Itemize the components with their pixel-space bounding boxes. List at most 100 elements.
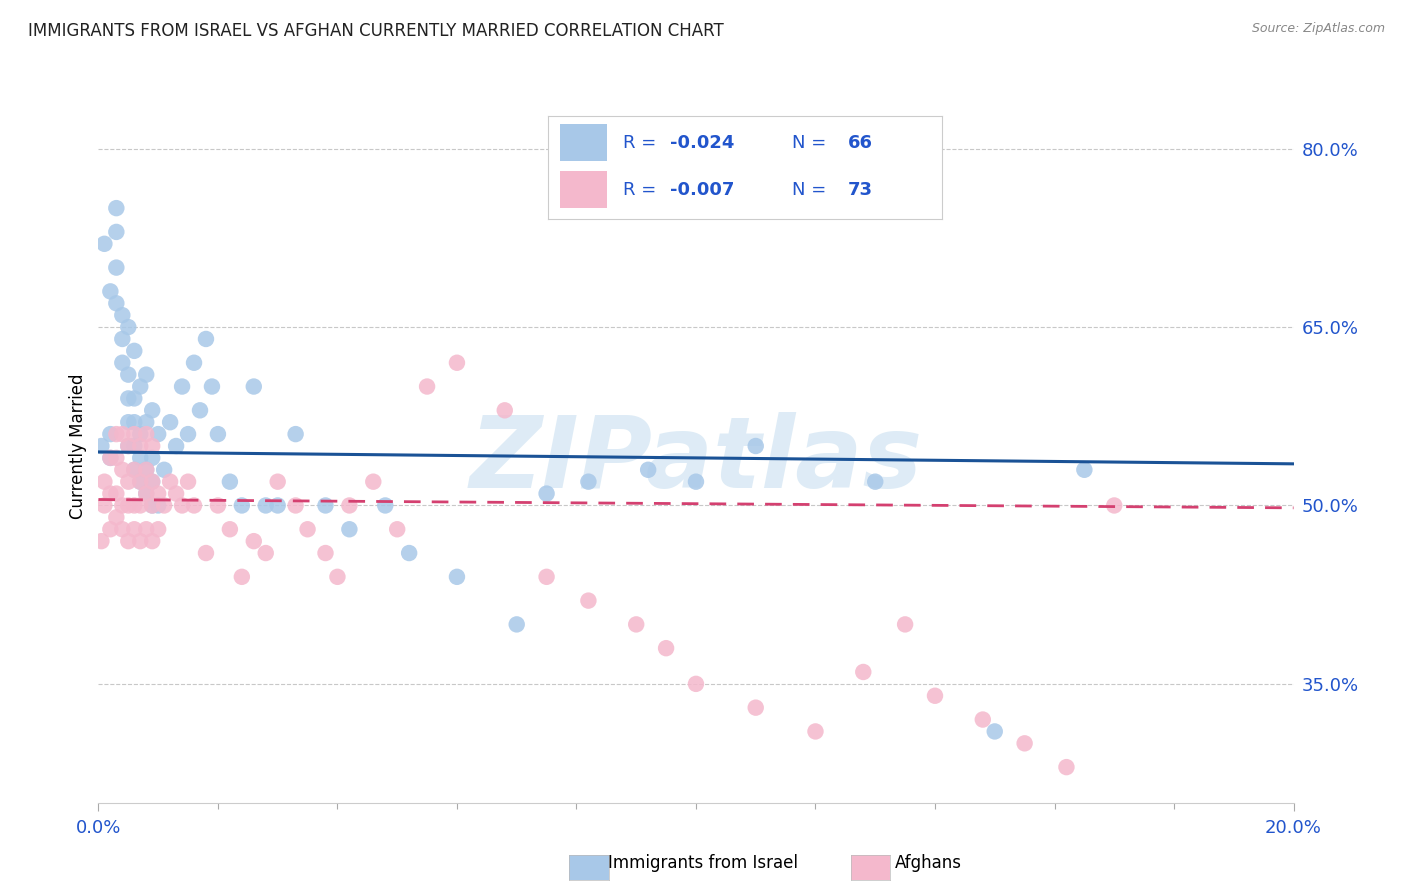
Point [267, 475, 290, 489]
Point [124, 392, 146, 406]
Point [177, 427, 200, 442]
Point [105, 296, 128, 310]
Point [745, 439, 768, 453]
Point [141, 475, 163, 489]
Point [159, 415, 181, 429]
Point [105, 486, 128, 500]
Point [93, 499, 115, 513]
Point [578, 475, 600, 489]
Point [207, 427, 229, 442]
Point [148, 427, 170, 442]
Point [188, 403, 211, 417]
Point [201, 379, 224, 393]
Point [117, 439, 139, 453]
Point [339, 499, 360, 513]
Point [124, 427, 146, 442]
Point [100, 450, 122, 465]
Point [219, 475, 242, 489]
Point [578, 593, 600, 607]
Point [804, 724, 827, 739]
Point [124, 415, 146, 429]
Point [129, 427, 152, 442]
Point [135, 486, 157, 500]
Point [111, 356, 134, 370]
Bar [560, 124, 607, 161]
Point [100, 427, 122, 442]
Point [165, 439, 187, 453]
Point [141, 475, 163, 489]
Point [172, 379, 194, 393]
Point [148, 486, 170, 500]
Point [865, 475, 887, 489]
Point [506, 617, 529, 632]
Text: Source: ZipAtlas.com: Source: ZipAtlas.com [1251, 22, 1385, 36]
Point [148, 522, 170, 536]
Text: IMMIGRANTS FROM ISRAEL VS AFGHAN CURRENTLY MARRIED CORRELATION CHART: IMMIGRANTS FROM ISRAEL VS AFGHAN CURRENT… [28, 22, 724, 40]
Point [111, 522, 134, 536]
Point [339, 522, 360, 536]
Point [1054, 760, 1078, 774]
Point [894, 617, 917, 632]
Point [374, 499, 396, 513]
Point [231, 570, 253, 584]
Text: R =: R = [623, 181, 662, 199]
Point [172, 499, 194, 513]
Point [148, 499, 170, 513]
Point [100, 486, 122, 500]
Point [129, 475, 152, 489]
Text: N =: N = [793, 181, 832, 199]
Text: ZIPatlas: ZIPatlas [470, 412, 922, 508]
Text: -0.007: -0.007 [671, 181, 735, 199]
Point [135, 368, 157, 382]
Point [90, 534, 112, 549]
Point [141, 499, 163, 513]
Point [105, 427, 128, 442]
Point [124, 499, 146, 513]
Text: 66: 66 [848, 134, 873, 152]
Point [183, 499, 205, 513]
Point [117, 534, 139, 549]
Point [129, 534, 152, 549]
Point [141, 534, 163, 549]
Point [117, 475, 139, 489]
Point [685, 677, 707, 691]
Point [446, 570, 468, 584]
Point [159, 475, 181, 489]
Point [124, 463, 146, 477]
Point [284, 427, 307, 442]
Point [100, 522, 122, 536]
Point [626, 617, 648, 632]
Point [153, 463, 176, 477]
Point [105, 510, 128, 524]
Point [100, 450, 122, 465]
Point [111, 308, 134, 322]
Text: R =: R = [623, 134, 662, 152]
Point [105, 450, 128, 465]
Point [111, 499, 134, 513]
Point [117, 368, 139, 382]
Point [129, 379, 152, 393]
Point [254, 546, 277, 560]
Text: 73: 73 [848, 181, 873, 199]
Point [1104, 499, 1126, 513]
Point [124, 463, 146, 477]
Point [105, 225, 128, 239]
Point [117, 499, 139, 513]
Point [267, 499, 290, 513]
Point [129, 450, 152, 465]
Point [111, 427, 134, 442]
Point [1014, 736, 1036, 750]
Point [315, 499, 337, 513]
Point [536, 486, 558, 500]
Point [129, 499, 152, 513]
Point [141, 403, 163, 417]
Point [135, 427, 157, 442]
Point [685, 475, 707, 489]
Point [243, 379, 266, 393]
Y-axis label: Currently Married: Currently Married [69, 373, 87, 519]
Point [93, 236, 115, 251]
Point [536, 570, 558, 584]
Point [117, 439, 139, 453]
Point [177, 475, 200, 489]
Text: Immigrants from Israel: Immigrants from Israel [607, 855, 799, 872]
